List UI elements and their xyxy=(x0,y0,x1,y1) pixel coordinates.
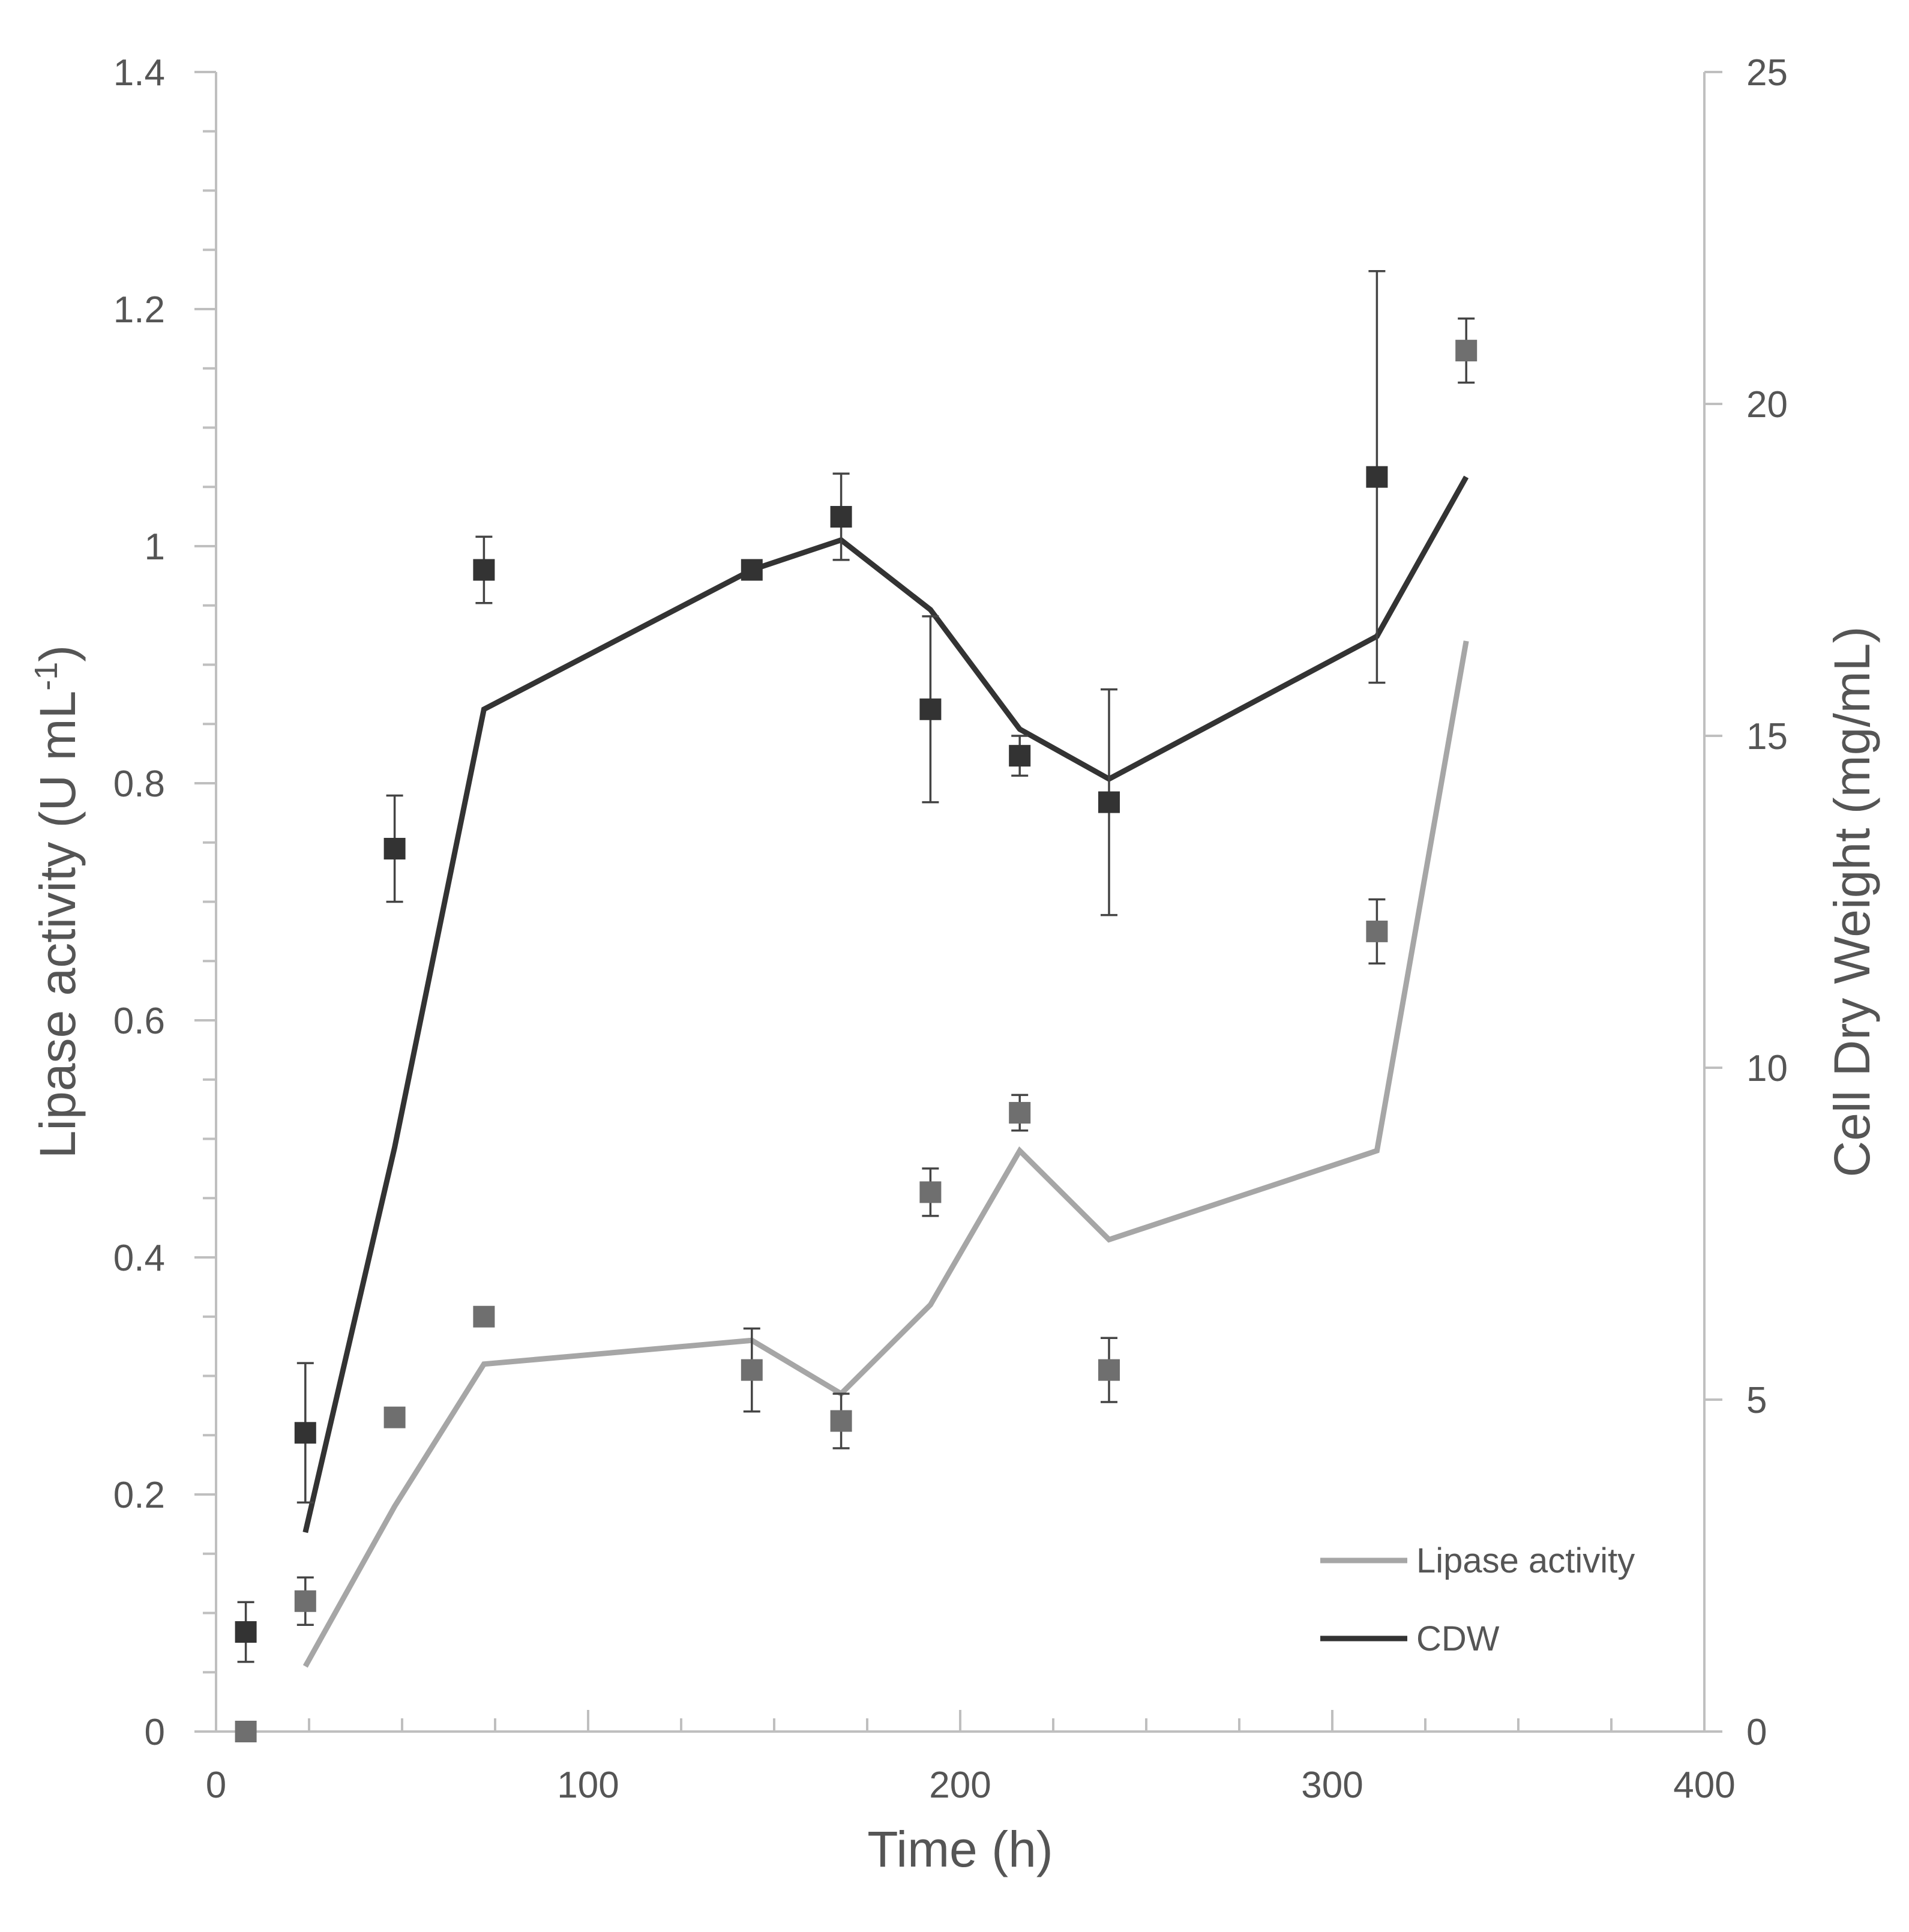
y-left-tick-label: 0.4 xyxy=(113,1238,165,1279)
y-left-tick-label: 1 xyxy=(145,526,165,568)
y-left-tick-label: 0.8 xyxy=(113,763,165,805)
y-left-tick-label: 0.2 xyxy=(113,1475,165,1516)
data-point-lipase-activity xyxy=(294,1590,316,1612)
data-point-cdw xyxy=(294,1422,316,1444)
y-left-tick-label: 1.4 xyxy=(113,52,165,94)
data-point-cdw xyxy=(1009,745,1031,767)
data-point-cdw xyxy=(473,559,495,581)
data-point-lipase-activity xyxy=(1009,1102,1031,1124)
y-right-tick-label: 15 xyxy=(1746,716,1788,757)
y-right-tick-label: 0 xyxy=(1746,1712,1767,1753)
data-point-lipase-activity xyxy=(1366,920,1388,942)
data-point-cdw xyxy=(919,698,942,720)
right-y-axis-title: Cell Dry Weight (mg/mL) xyxy=(1824,627,1880,1178)
left-y-axis-title-prefix: Lipase activity (U mL xyxy=(29,691,86,1159)
data-point-lipase-activity xyxy=(741,1359,763,1381)
series-markers xyxy=(235,340,1478,1742)
data-point-lipase-activity xyxy=(830,1410,852,1432)
data-point-cdw xyxy=(1366,466,1388,488)
series-line-cdw xyxy=(302,475,1469,1533)
data-point-lipase-activity xyxy=(383,1406,406,1428)
legend-label-lipase: Lipase activity xyxy=(1416,1541,1635,1580)
data-point-lipase-activity xyxy=(235,1721,257,1742)
y-right-tick-label: 10 xyxy=(1746,1048,1788,1089)
tick-labels: 0 100 200 300 400 0 0.2 0.4 0.6 0.8 1 1.2 1.4 0 5 10 15 2… xyxy=(113,52,1788,1806)
x-tick-label: 200 xyxy=(929,1765,991,1806)
data-point-lipase-activity xyxy=(1098,1359,1120,1381)
series-lines xyxy=(302,475,1469,1668)
series-line-lipase-activity xyxy=(302,640,1469,1668)
y-left-tick-label: 0.6 xyxy=(113,1001,165,1042)
left-y-axis-title-suffix: ) xyxy=(29,645,86,662)
y-right-tick-label: 5 xyxy=(1746,1380,1767,1421)
x-axis-title: Time (h) xyxy=(867,1821,1053,1877)
legend-label-cdw: CDW xyxy=(1416,1619,1500,1658)
data-point-cdw xyxy=(235,1621,257,1643)
x-tick-label: 0 xyxy=(206,1765,226,1806)
data-point-cdw xyxy=(741,559,763,581)
y-right-tick-label: 25 xyxy=(1746,52,1788,94)
left-y-axis-title: Lipase activity (U mL-1) xyxy=(28,645,86,1159)
data-point-cdw xyxy=(383,838,406,860)
data-point-cdw xyxy=(1098,791,1120,813)
data-point-lipase-activity xyxy=(919,1181,942,1203)
x-tick-label: 100 xyxy=(557,1765,619,1806)
data-point-lipase-activity xyxy=(473,1305,495,1328)
x-tick-label: 300 xyxy=(1301,1765,1363,1806)
y-left-tick-label: 1.2 xyxy=(113,289,165,331)
legend: Lipase activity CDW xyxy=(1320,1541,1635,1658)
data-point-lipase-activity xyxy=(1455,340,1478,362)
x-tick-label: 400 xyxy=(1673,1765,1735,1806)
tick-marks xyxy=(194,71,1722,1733)
data-point-cdw xyxy=(830,506,852,528)
y-left-tick-label: 0 xyxy=(145,1712,165,1753)
y-right-tick-label: 20 xyxy=(1746,384,1788,426)
left-y-axis-title-superscript: -1 xyxy=(28,662,64,691)
